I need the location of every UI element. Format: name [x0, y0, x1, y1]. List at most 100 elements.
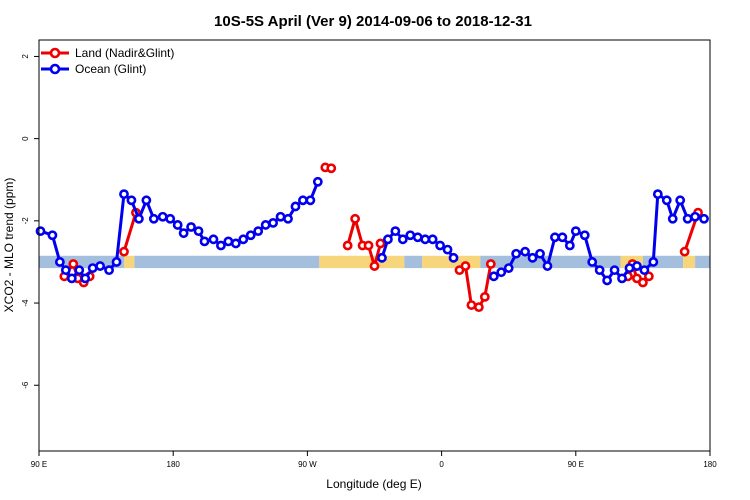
series-layer — [35, 162, 709, 313]
data-point — [682, 213, 693, 224]
plot-frame — [38, 39, 711, 452]
data-point — [104, 265, 114, 276]
data-point — [377, 252, 387, 263]
series-line — [122, 212, 138, 253]
data-point — [570, 226, 581, 237]
legend-swatch-marker — [49, 63, 61, 75]
data-point — [609, 265, 620, 276]
data-point — [363, 240, 374, 251]
data-point — [557, 232, 568, 243]
data-point — [579, 230, 590, 241]
data-point — [564, 240, 575, 251]
data-point — [550, 232, 560, 243]
band-segment-ocean — [695, 255, 710, 269]
x-tick-label: 0 — [439, 460, 444, 469]
data-point — [473, 302, 484, 313]
data-point — [66, 273, 77, 284]
data-point — [126, 195, 137, 206]
data-point — [260, 220, 271, 230]
data-point — [326, 163, 337, 174]
data-point — [87, 263, 98, 274]
legend-label: Land (Nadir&Glint) — [75, 46, 174, 60]
data-point — [208, 234, 219, 245]
data-point — [172, 220, 183, 230]
data-point — [587, 257, 598, 267]
data-point — [639, 265, 650, 276]
data-point — [80, 273, 91, 284]
data-point — [520, 246, 531, 257]
data-point — [485, 259, 496, 269]
data-point — [503, 263, 514, 274]
data-point — [223, 236, 234, 247]
y-axis-label: XCO2 - MLO trend (ppm) — [2, 178, 16, 313]
data-point — [690, 211, 700, 222]
data-point — [54, 257, 65, 267]
y-tick-label: -6 — [21, 381, 30, 389]
data-point — [652, 189, 663, 200]
data-point — [527, 252, 538, 263]
data-point — [427, 234, 438, 245]
data-point — [624, 263, 635, 274]
data-point — [638, 277, 648, 288]
data-point — [298, 195, 308, 206]
x-tick-label: 90 E — [31, 460, 47, 469]
data-point — [111, 257, 122, 267]
data-point — [594, 265, 605, 276]
data-point — [35, 226, 46, 237]
data-point — [157, 211, 168, 222]
data-point — [488, 271, 499, 282]
data-point — [479, 291, 490, 302]
data-point — [199, 236, 210, 247]
data-point — [375, 238, 386, 249]
data-point — [216, 240, 226, 251]
data-point — [542, 261, 553, 271]
data-point — [405, 230, 416, 241]
data-point — [312, 176, 323, 187]
chart-title: 10S-5S April (Ver 9) 2014-09-06 to 2018-… — [214, 13, 532, 30]
data-point — [397, 234, 408, 245]
y-tick-label: 2 — [21, 54, 30, 59]
series-land — [59, 162, 703, 313]
data-point — [535, 248, 545, 259]
band-segment-land — [123, 255, 135, 269]
y-axis: 2 0 -2 -4 -6 — [21, 54, 39, 389]
data-point — [283, 213, 293, 224]
data-point — [602, 275, 613, 286]
data-point — [148, 213, 159, 224]
legend-entry: Ocean (Glint) — [41, 62, 146, 76]
data-point — [141, 195, 152, 206]
x-tick-label: 180 — [167, 460, 181, 469]
data-point — [238, 234, 249, 245]
data-point — [68, 259, 79, 269]
data-point — [305, 195, 316, 206]
data-point — [268, 217, 279, 228]
x-axis-label: Longitude (deg E) — [326, 477, 421, 491]
data-point — [275, 211, 286, 222]
data-point — [193, 226, 204, 237]
data-point — [617, 273, 627, 284]
data-point — [134, 213, 144, 224]
data-point — [290, 201, 301, 212]
band-segment-land — [683, 255, 696, 269]
legend-swatch-marker — [49, 47, 61, 59]
legend-entry: Land (Nadir&Glint) — [41, 46, 174, 60]
data-point — [511, 248, 522, 259]
y-tick-label: -4 — [21, 299, 30, 307]
data-point — [420, 234, 431, 245]
data-point — [675, 195, 686, 206]
x-tick-label: 90 E — [568, 460, 584, 469]
legend-label: Ocean (Glint) — [75, 62, 146, 76]
data-point — [412, 232, 423, 243]
data-point — [632, 261, 642, 271]
data-point — [186, 222, 196, 232]
data-point — [245, 230, 256, 241]
data-point — [178, 228, 189, 239]
data-point — [390, 226, 401, 237]
y-tick-label: 0 — [21, 136, 30, 141]
x-tick-label: 180 — [703, 460, 717, 469]
band-segment-ocean — [134, 255, 320, 269]
data-point — [496, 267, 507, 278]
data-point — [350, 213, 361, 224]
band-segment-ocean — [480, 255, 621, 269]
